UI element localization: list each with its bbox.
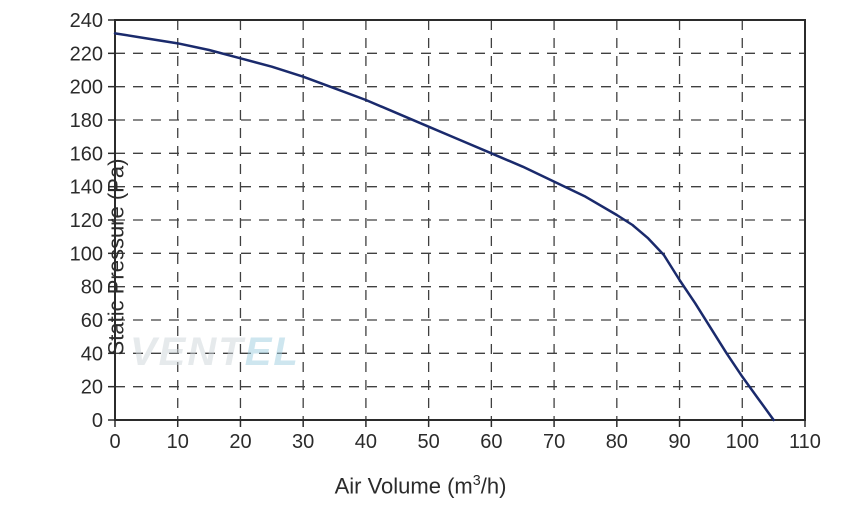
x-axis-label-unit-close: /h) xyxy=(481,473,507,498)
svg-text:180: 180 xyxy=(70,110,103,132)
svg-text:80: 80 xyxy=(81,277,103,299)
svg-text:0: 0 xyxy=(109,431,120,453)
svg-text:0: 0 xyxy=(92,410,103,432)
svg-text:220: 220 xyxy=(70,43,103,65)
svg-text:240: 240 xyxy=(70,10,103,32)
x-axis-label-unit-open: (m xyxy=(447,473,473,498)
svg-text:110: 110 xyxy=(789,431,821,453)
svg-text:120: 120 xyxy=(70,210,103,232)
svg-text:160: 160 xyxy=(70,143,103,165)
svg-text:100: 100 xyxy=(70,243,103,265)
svg-text:200: 200 xyxy=(70,77,103,99)
svg-text:100: 100 xyxy=(726,431,759,453)
svg-text:30: 30 xyxy=(292,431,314,453)
chart-container: Static Pressure (Pa) Air Volume (m3/h) V… xyxy=(0,0,841,513)
svg-text:40: 40 xyxy=(355,431,377,453)
x-axis-label-text: Air Volume xyxy=(335,473,441,498)
svg-text:70: 70 xyxy=(543,431,565,453)
svg-text:10: 10 xyxy=(167,431,189,453)
svg-text:60: 60 xyxy=(480,431,502,453)
svg-text:60: 60 xyxy=(81,310,103,332)
svg-text:40: 40 xyxy=(81,343,103,365)
y-axis-label: Static Pressure (Pa) xyxy=(103,158,129,355)
svg-text:50: 50 xyxy=(418,431,440,453)
x-axis-label: Air Volume (m3/h) xyxy=(335,473,507,499)
svg-text:80: 80 xyxy=(606,431,628,453)
svg-text:20: 20 xyxy=(229,431,251,453)
svg-text:140: 140 xyxy=(70,177,103,199)
x-axis-label-unit-sup: 3 xyxy=(473,473,481,489)
svg-text:20: 20 xyxy=(81,377,103,399)
svg-text:90: 90 xyxy=(668,431,690,453)
